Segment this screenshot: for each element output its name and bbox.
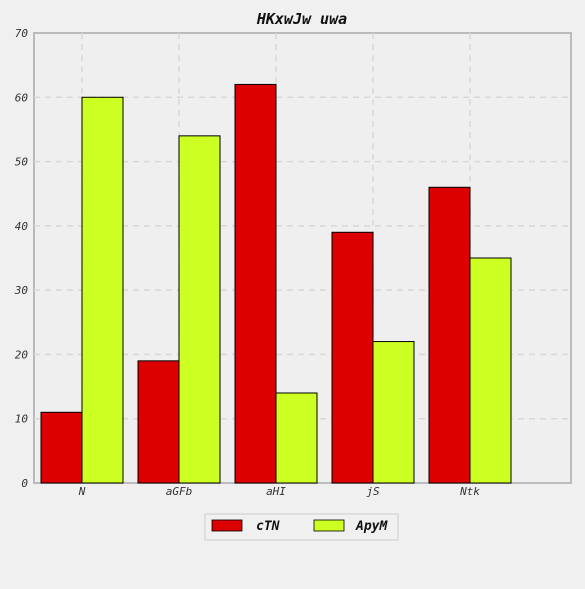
axis-labels: 0 10 20 30 40 50 60 70 N aGFb aHI jS Ntk <box>14 27 481 498</box>
bar-ctn-ntk <box>428 186 471 484</box>
legend-label-apym: ApyM <box>355 519 388 534</box>
y-tick-label: 20 <box>15 348 29 361</box>
bar-apym-agfb <box>178 135 221 484</box>
bar-apym-ntk <box>469 257 512 484</box>
y-tick-label: 70 <box>15 27 29 40</box>
y-tick-label: 60 <box>15 91 29 104</box>
bar-ctn-ahi <box>234 83 277 484</box>
x-tick-label: N <box>78 485 86 498</box>
bar-apym-ahi <box>275 392 318 484</box>
legend-label-ctn: cTN <box>256 519 280 534</box>
chart-title: HKxwJw uwa <box>256 10 347 28</box>
bars <box>40 83 512 484</box>
y-tick-label: 10 <box>15 413 29 426</box>
x-tick-label: aGFb <box>166 485 193 498</box>
legend-swatch-ctn <box>211 519 243 532</box>
bar-ctn-js <box>331 231 374 484</box>
bar-apym-n <box>81 96 124 484</box>
x-tick-label: Ntk <box>459 485 480 498</box>
bar-apym-js <box>372 341 415 484</box>
bar-ctn-agfb <box>137 360 180 484</box>
bar-ctn-n <box>40 411 83 484</box>
x-tick-label: aHI <box>266 485 286 498</box>
y-tick-label: 40 <box>15 220 29 233</box>
y-tick-label: 0 <box>21 477 28 490</box>
x-tick-label: jS <box>366 485 380 498</box>
legend: cTN ApyM <box>204 513 399 541</box>
legend-swatch-apym <box>313 519 345 532</box>
y-tick-label: 50 <box>15 156 29 169</box>
y-tick-label: 30 <box>14 284 29 297</box>
